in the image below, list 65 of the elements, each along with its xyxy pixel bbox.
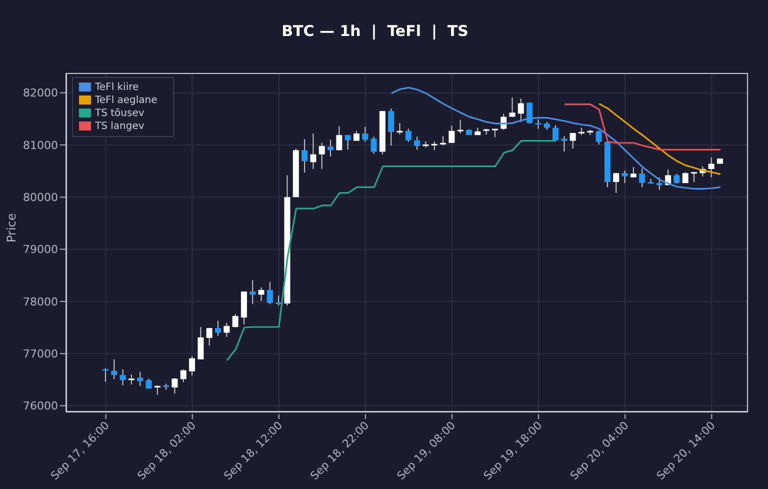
candlestick [102, 368, 108, 382]
candlestick [708, 156, 714, 178]
candlestick [172, 378, 178, 394]
candlestick [448, 125, 455, 144]
candlestick [120, 368, 126, 386]
candlestick [302, 138, 308, 174]
y-axis-title: Price [4, 213, 18, 242]
candlestick [250, 280, 256, 305]
candlestick [440, 136, 446, 146]
candlestick [691, 172, 698, 182]
y-tick-label: 79000 [23, 243, 58, 256]
candlestick [639, 168, 646, 188]
candlestick [370, 136, 377, 154]
legend-label: TS tõusev [95, 108, 144, 119]
candlestick [328, 139, 334, 157]
legend-label: TeFl kiire [95, 82, 139, 93]
candlestick [613, 172, 620, 194]
candlestick [414, 136, 420, 150]
candlestick [630, 166, 636, 178]
candlestick [258, 286, 264, 302]
candlestick [111, 358, 118, 380]
candlestick [336, 126, 342, 151]
y-tick-label: 80000 [23, 191, 58, 204]
line-series [598, 102, 722, 175]
candlestick [344, 134, 351, 150]
candlestick [526, 102, 533, 124]
candlestick [388, 108, 394, 146]
legend-label: TS langev [95, 121, 144, 132]
candlestick [656, 176, 662, 190]
y-tick-label: 78000 [23, 295, 58, 308]
candlestick [535, 118, 542, 130]
y-tick-label: 76000 [23, 400, 58, 413]
y-tick-label: 82000 [23, 86, 58, 100]
candlestick [198, 326, 204, 360]
chart-title: BTC — 1h | TeFl | TS [280, 22, 470, 40]
candlestick [154, 384, 160, 396]
candlestick [622, 170, 628, 184]
candlestick [509, 97, 516, 118]
candlestick [362, 126, 368, 142]
candlestick [457, 119, 464, 134]
candlestick [396, 122, 403, 136]
candlestick [128, 374, 134, 385]
candlestick [518, 98, 524, 123]
line-series [390, 86, 722, 190]
candlestick [214, 320, 221, 336]
line-series [564, 103, 722, 150]
candlestick [224, 322, 230, 338]
candlestick [232, 313, 238, 328]
legend-label: TeFl aeglane [95, 95, 158, 106]
candlestick [266, 282, 273, 305]
candlestick [310, 133, 316, 170]
candlestick [137, 371, 144, 386]
candlestick [206, 328, 212, 346]
candlestick [570, 132, 576, 150]
candlestick [180, 368, 186, 383]
y-tick-label: 81000 [23, 138, 58, 152]
candlestick [674, 173, 680, 184]
y-tick-label: 77000 [23, 347, 58, 360]
candlestick [561, 136, 568, 152]
candlestick [189, 356, 196, 376]
candlestick [318, 142, 325, 170]
candlestick [596, 130, 602, 145]
candlestick [405, 128, 412, 142]
candlestick [552, 124, 559, 142]
candlestick [353, 130, 360, 142]
